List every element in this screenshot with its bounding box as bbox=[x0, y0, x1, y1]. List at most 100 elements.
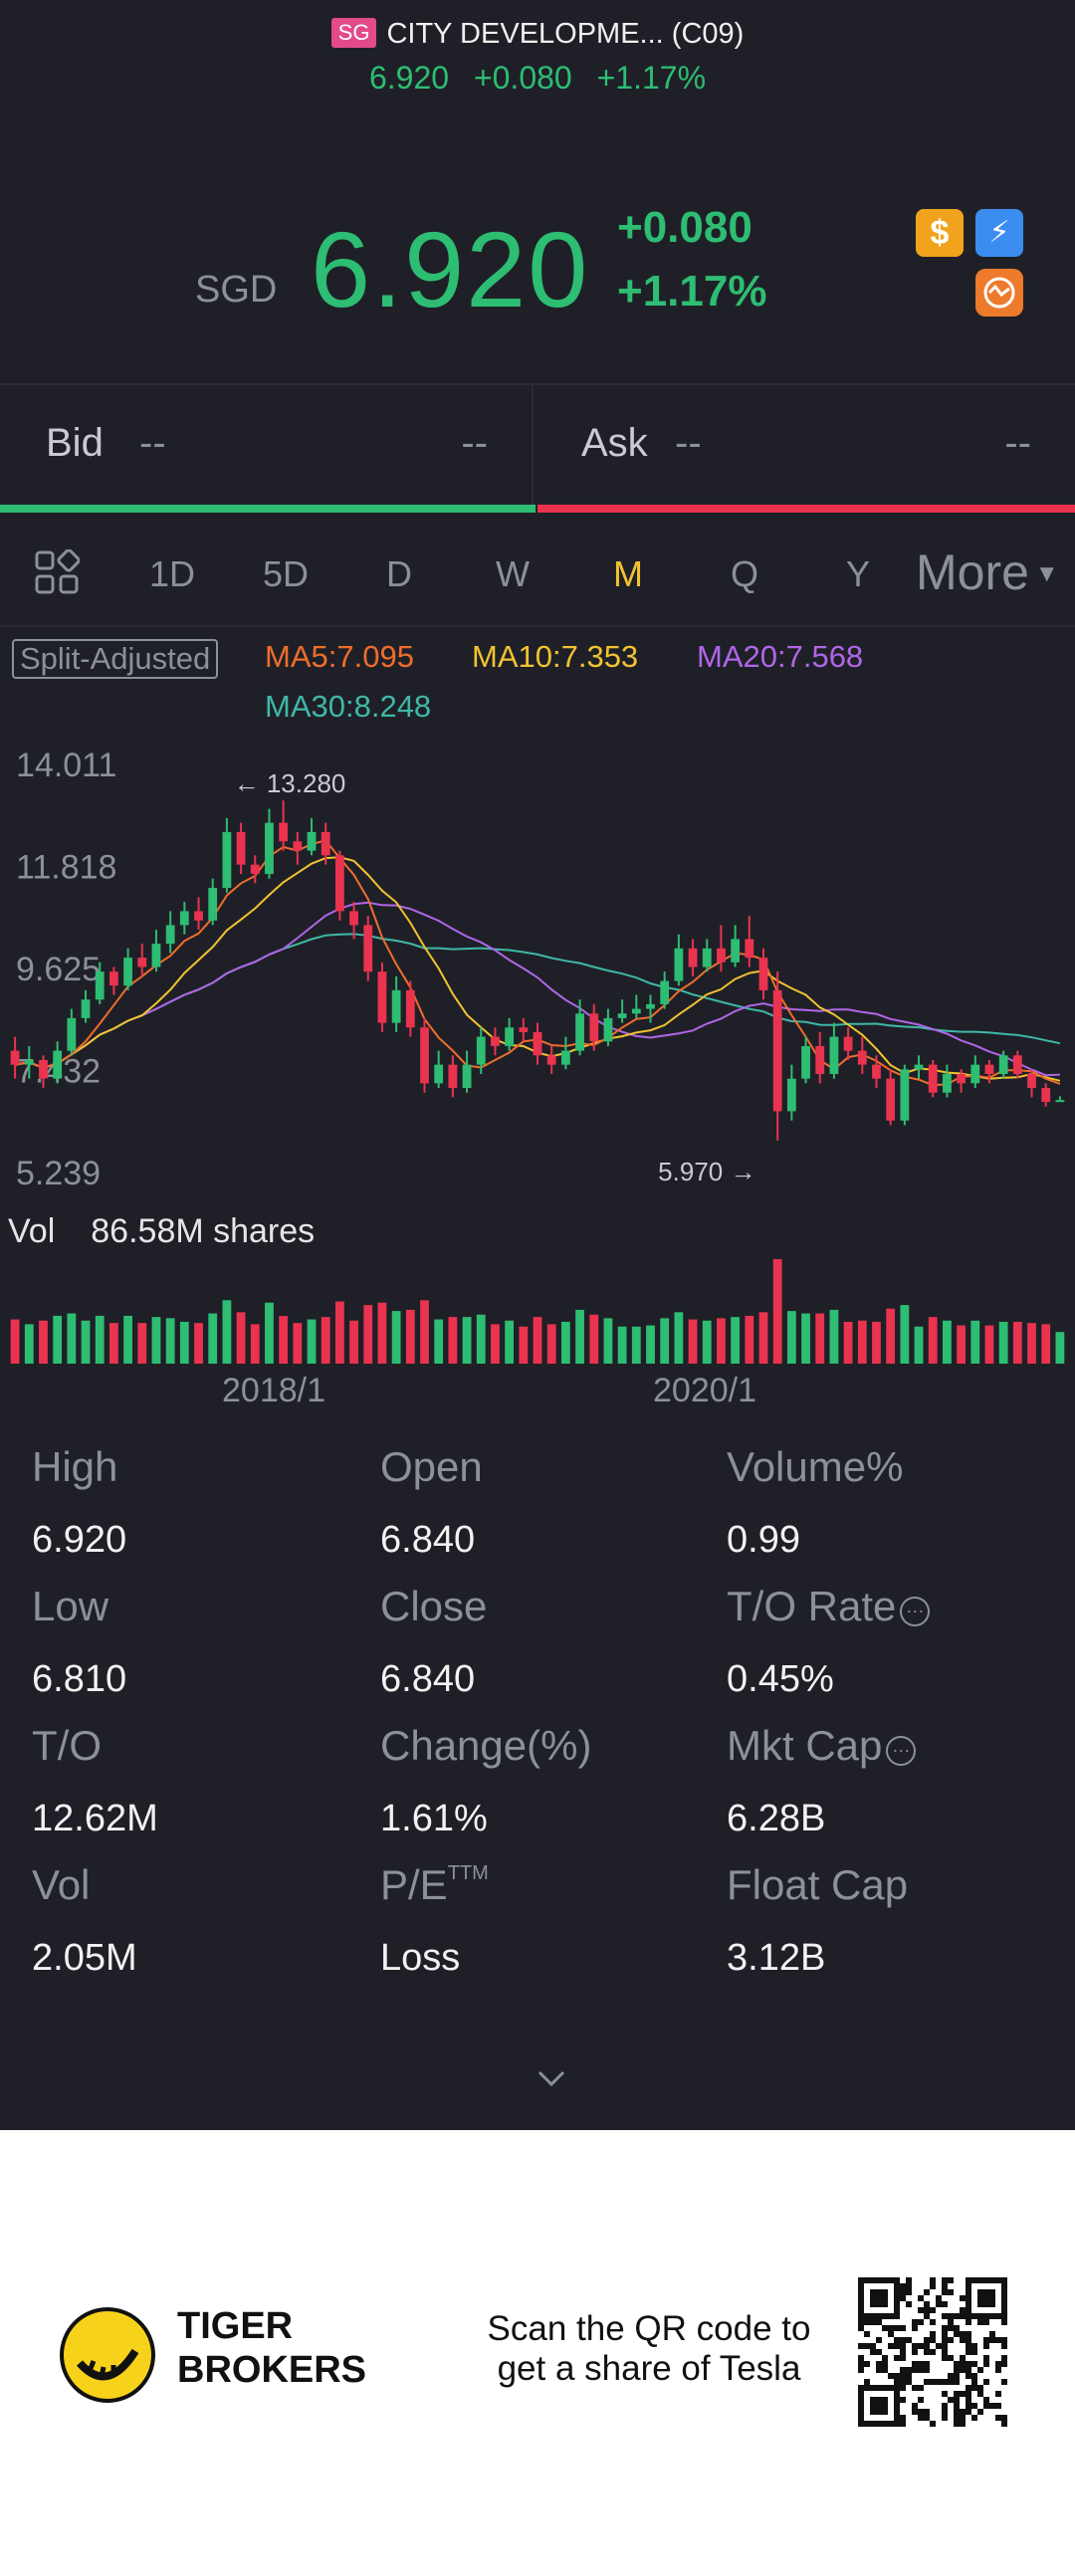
stat-label: Change(%) bbox=[380, 1722, 591, 1770]
volume-bar bbox=[758, 1312, 768, 1364]
candle-body bbox=[434, 1064, 444, 1084]
stat-value: 6.920 bbox=[32, 1519, 127, 1561]
stat-label: High bbox=[32, 1443, 117, 1491]
candle-body bbox=[829, 1036, 839, 1074]
volume-bar bbox=[717, 1318, 726, 1364]
volume-bar bbox=[1041, 1324, 1051, 1364]
more-button[interactable]: More ▼ bbox=[916, 543, 1059, 601]
ask-box: Ask -- -- bbox=[536, 385, 1075, 505]
candle-body bbox=[631, 1008, 641, 1014]
candle-body bbox=[1055, 1100, 1065, 1103]
volume-bar bbox=[377, 1302, 387, 1364]
stat-label-text: Volume% bbox=[727, 1443, 904, 1490]
stat-label-text: P/E bbox=[380, 1861, 448, 1908]
candle-body bbox=[505, 1027, 515, 1046]
tab-1d[interactable]: 1D bbox=[149, 553, 196, 594]
volume-bar bbox=[420, 1300, 429, 1364]
more-info-icon[interactable]: ··· bbox=[886, 1736, 917, 1766]
bid-box: Bid -- -- bbox=[0, 385, 534, 505]
candle-body bbox=[236, 831, 246, 865]
stat-label-text: Close bbox=[380, 1583, 488, 1629]
stock-title: SG CITY DEVELOPME... (C09) bbox=[0, 18, 1075, 51]
candle-body bbox=[957, 1073, 966, 1084]
volume-bar bbox=[363, 1305, 373, 1364]
volume-bar bbox=[67, 1313, 77, 1364]
tab-d[interactable]: D bbox=[386, 553, 412, 594]
volume-bar bbox=[24, 1324, 34, 1364]
x-tick-label: 2018/1 bbox=[222, 1372, 325, 1409]
brand-name-line2: BROKERS bbox=[177, 2349, 367, 2391]
stat-label-text: High bbox=[32, 1443, 118, 1490]
volume-bar bbox=[165, 1318, 175, 1364]
volume-bar bbox=[998, 1321, 1008, 1364]
candle-body bbox=[377, 971, 387, 1023]
tab-q[interactable]: Q bbox=[731, 553, 759, 594]
lightning-icon[interactable]: ⚡ bbox=[975, 209, 1023, 257]
stat-label: Mkt Cap ··· bbox=[727, 1722, 917, 1770]
candle-body bbox=[772, 989, 782, 1112]
layout-grid-icon[interactable] bbox=[34, 549, 80, 595]
chevron-down-icon[interactable] bbox=[536, 2062, 567, 2094]
stat-label: T/O Rate ··· bbox=[727, 1583, 931, 1630]
stat-label: Volume% bbox=[727, 1443, 903, 1491]
candle-body bbox=[81, 999, 91, 1018]
header-price: 6.920 bbox=[368, 60, 450, 96]
volume-bar bbox=[349, 1320, 358, 1364]
tab-w[interactable]: W bbox=[496, 553, 530, 594]
more-label: More bbox=[916, 544, 1029, 600]
volume-bar bbox=[829, 1309, 839, 1364]
ma10-label: MA10:7.353 bbox=[472, 639, 639, 674]
candle-body bbox=[53, 1050, 63, 1079]
candle-body bbox=[151, 944, 161, 967]
candle-body bbox=[914, 1064, 924, 1070]
stat-value: 2.05M bbox=[32, 1937, 137, 1979]
split-adjusted-toggle[interactable]: Split-Adjusted bbox=[12, 639, 219, 679]
scan-text-line1: Scan the QR code to bbox=[487, 2309, 811, 2348]
candle-body bbox=[786, 1078, 796, 1112]
ttm-superscript: TTM bbox=[447, 1862, 489, 1884]
candle-body bbox=[420, 1027, 429, 1084]
ma20-line bbox=[14, 901, 1060, 1077]
candle-body bbox=[279, 822, 289, 842]
volume-bar bbox=[250, 1324, 260, 1364]
y-tick-label: 9.625 bbox=[16, 951, 101, 988]
candle-body bbox=[67, 1017, 77, 1051]
y-tick-label: 14.011 bbox=[16, 747, 116, 784]
market-badge: SG bbox=[330, 18, 377, 48]
candle-body bbox=[293, 841, 303, 851]
tab-5d[interactable]: 5D bbox=[263, 553, 310, 594]
volume-bar bbox=[745, 1315, 754, 1364]
volume-bar bbox=[39, 1320, 48, 1364]
ask-bar bbox=[538, 505, 1075, 513]
volume-bar bbox=[631, 1326, 641, 1364]
stock-header: SG CITY DEVELOPME... (C09) 6.920 +0.080 +… bbox=[0, 0, 1075, 119]
volume-bar bbox=[391, 1311, 401, 1364]
stat-label: Float Cap bbox=[727, 1861, 908, 1909]
volume-bar bbox=[208, 1313, 218, 1364]
candle-body bbox=[998, 1055, 1008, 1074]
volume-bar bbox=[617, 1326, 627, 1364]
stat-value: 6.840 bbox=[380, 1658, 476, 1700]
price-change: +0.080 bbox=[617, 203, 752, 252]
volume-bar bbox=[815, 1313, 825, 1364]
candle-body bbox=[970, 1064, 980, 1084]
stat-label: Close bbox=[380, 1583, 487, 1630]
volume-bar bbox=[603, 1318, 613, 1364]
x-tick-label: 2020/1 bbox=[653, 1372, 756, 1409]
stat-value: 3.12B bbox=[727, 1937, 826, 1979]
dollar-icon[interactable]: $ bbox=[916, 209, 964, 257]
candle-body bbox=[560, 1050, 570, 1065]
swap-icon[interactable] bbox=[975, 269, 1023, 317]
stat-value: 0.45% bbox=[727, 1658, 834, 1700]
candle-body bbox=[731, 939, 741, 963]
volume-bar bbox=[448, 1317, 458, 1364]
more-info-icon[interactable]: ··· bbox=[900, 1597, 931, 1626]
tab-m[interactable]: M bbox=[613, 553, 643, 594]
tab-y[interactable]: Y bbox=[846, 553, 871, 594]
volume-bar bbox=[957, 1325, 966, 1364]
volume-bar bbox=[194, 1323, 203, 1364]
volume-bar bbox=[405, 1309, 415, 1364]
candle-body bbox=[109, 971, 118, 986]
candle-body bbox=[801, 1045, 810, 1079]
